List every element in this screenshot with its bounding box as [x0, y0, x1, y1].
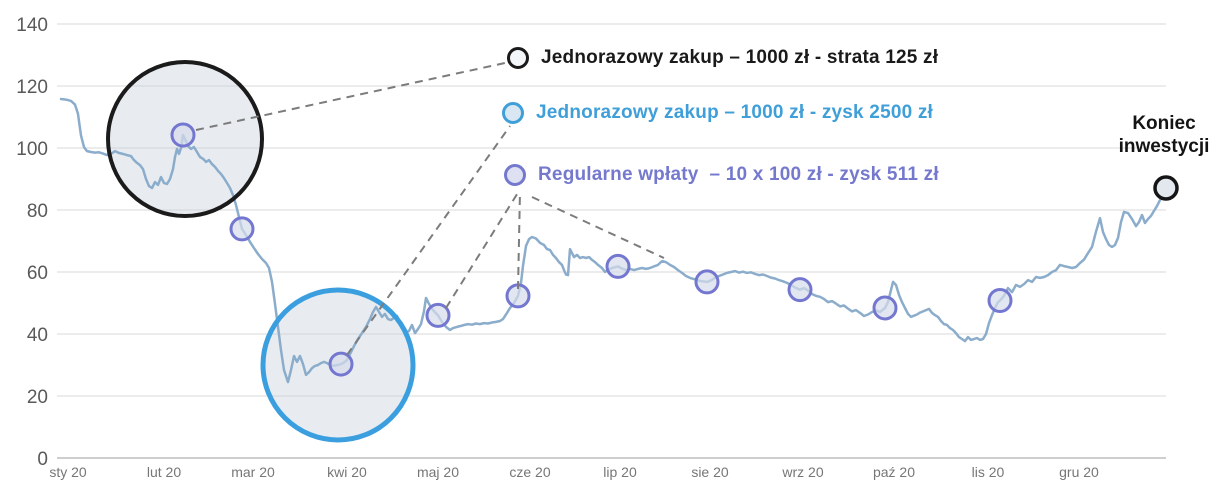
- callout-dashed-line: [445, 190, 520, 309]
- x-axis-tick-label: wrz 20: [781, 464, 823, 480]
- y-axis-tick-label: 0: [37, 449, 48, 470]
- legend-item-label: Regularne wpłaty – 10 x 100 zł - zysk 51…: [538, 164, 939, 185]
- legend-item-one-time-purchase-gain: Jednorazowy zakup – 1000 zł - zysk 2500 …: [502, 102, 933, 124]
- x-axis-tick-label: maj 20: [417, 464, 459, 480]
- end-label-line-1: Koniec: [1132, 113, 1196, 134]
- x-axis-tick-label: kwi 20: [327, 464, 367, 480]
- end-marker: [1153, 175, 1179, 201]
- y-axis-tick-label: 140: [16, 15, 48, 36]
- x-axis-tick-label: paź 20: [873, 464, 915, 480]
- legend-item-label: Jednorazowy zakup – 1000 zł - strata 125…: [541, 47, 939, 68]
- purchase-marker: [872, 295, 898, 321]
- y-axis-tick-label: 100: [16, 139, 48, 160]
- callout-dashed-line: [346, 125, 511, 356]
- x-axis-tick-label: mar 20: [231, 464, 275, 480]
- callout-dashed-line: [517, 190, 521, 290]
- blue-circle-icon: [502, 102, 524, 124]
- y-axis-tick-label: 80: [27, 201, 48, 222]
- x-axis-tick-label: sty 20: [49, 464, 87, 480]
- highlight-circle-black: [106, 60, 264, 218]
- legend-item-regular-deposits: Regularne wpłaty – 10 x 100 zł - zysk 51…: [504, 164, 939, 186]
- purchase-marker: [694, 269, 720, 295]
- y-axis-tick-label: 40: [27, 325, 48, 346]
- legend-item-one-time-purchase-loss: Jednorazowy zakup – 1000 zł - strata 125…: [507, 47, 938, 69]
- purchase-marker: [787, 277, 813, 303]
- y-axis-tick-label: 20: [27, 387, 48, 408]
- x-axis-tick-label: gru 20: [1059, 464, 1099, 480]
- purchase-marker: [987, 288, 1013, 314]
- x-axis-tick-label: lip 20: [603, 464, 637, 480]
- purchase-marker: [425, 302, 451, 328]
- callout-dashed-line: [531, 196, 665, 259]
- purple-circle-icon: [504, 164, 526, 186]
- purchase-marker: [605, 253, 631, 279]
- y-axis-tick-label: 60: [27, 263, 48, 284]
- x-axis-tick-label: sie 20: [691, 464, 729, 480]
- y-axis-tick-label: 120: [16, 77, 48, 98]
- highlight-circle-blue: [260, 287, 416, 443]
- purchase-marker: [229, 216, 255, 242]
- callout-dashed-line: [195, 62, 506, 131]
- legend-item-label: Jednorazowy zakup – 1000 zł - zysk 2500 …: [536, 102, 934, 123]
- purchase-marker: [328, 351, 354, 377]
- end-of-investment-label: Koniec inwestycji: [1106, 112, 1216, 158]
- purchase-marker: [170, 122, 196, 148]
- x-axis-tick-label: lis 20: [972, 464, 1005, 480]
- black-circle-icon: [507, 47, 529, 69]
- price-line: [59, 97, 1168, 384]
- x-axis-tick-label: lut 20: [147, 464, 181, 480]
- x-axis-tick-label: cze 20: [509, 464, 550, 480]
- end-label-line-2: inwestycji: [1118, 136, 1210, 157]
